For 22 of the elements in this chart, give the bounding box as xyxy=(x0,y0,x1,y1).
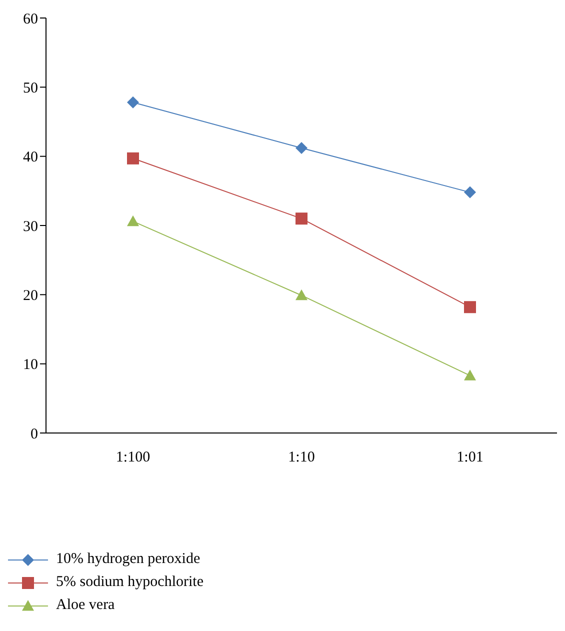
x-tick-label: 1:01 xyxy=(456,450,484,466)
x-tick-label: 1:100 xyxy=(116,450,150,466)
point xyxy=(296,212,308,225)
point xyxy=(296,289,308,300)
x-tick-label: 1:10 xyxy=(288,450,315,466)
point xyxy=(127,215,139,226)
point xyxy=(296,142,308,154)
point xyxy=(464,301,476,314)
y-tick-label: 0 xyxy=(30,426,38,442)
y-tick-label: 30 xyxy=(23,218,38,235)
point xyxy=(127,96,139,108)
y-tick-label: 10 xyxy=(23,357,38,374)
y-tick-label: 20 xyxy=(23,288,38,304)
y-tick-label: 40 xyxy=(23,150,38,166)
point xyxy=(464,370,476,380)
legend-label: 5% sodium hypochlorite xyxy=(56,574,204,591)
legend-label: 10% hydrogen peroxide xyxy=(56,551,200,568)
point xyxy=(127,152,139,164)
legend-label: Aloe vera xyxy=(56,597,115,614)
y-tick-label: 60 xyxy=(23,11,38,28)
point xyxy=(464,186,476,198)
y-tick-label: 50 xyxy=(23,80,38,96)
